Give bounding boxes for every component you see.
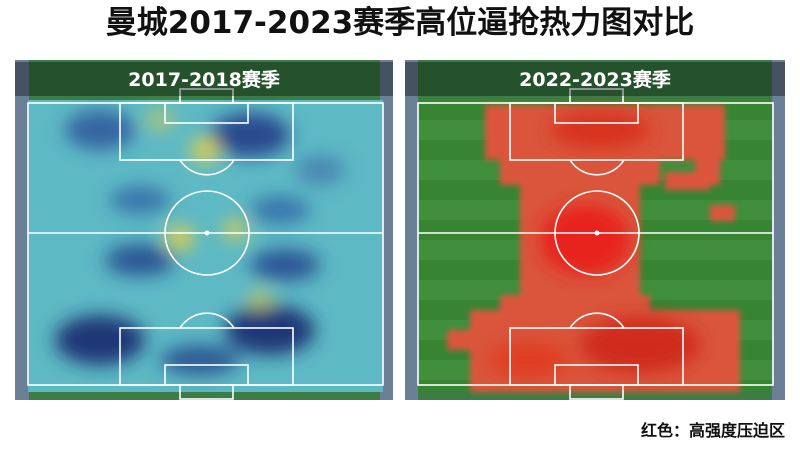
panel-title: 2017-2018赛季 [128, 68, 280, 91]
main-title: 曼城2017-2023赛季高位逼抢热力图对比 [106, 5, 694, 41]
stand [772, 60, 785, 400]
stand [15, 60, 29, 400]
panel-2017: 2017-2018赛季 [15, 60, 393, 400]
panel-title-bar [405, 62, 785, 96]
panel-2022: 2022-2023赛季 [405, 60, 785, 400]
panel-title: 2022-2023赛季 [519, 68, 671, 91]
legend-note: 红色：高强度压迫区 [641, 421, 785, 440]
stand [405, 60, 418, 400]
panel-title-bar [15, 62, 393, 96]
